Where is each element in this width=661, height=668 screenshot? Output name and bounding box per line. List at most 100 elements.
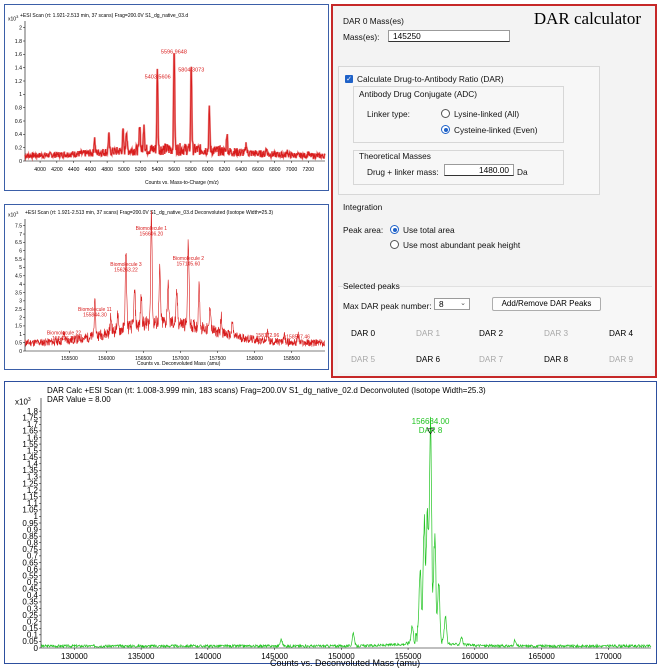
- dar-peak-3[interactable]: DAR 3: [544, 329, 569, 338]
- dar-peak-4[interactable]: DAR 4: [609, 329, 634, 338]
- y-tick-label: 0.1: [27, 631, 39, 640]
- peak-label: 5596.9648: [161, 50, 187, 56]
- y-tick-label: 1: [34, 512, 39, 521]
- y-tick-label: 0.55: [22, 571, 38, 580]
- peak-label-mass: 156606.20: [140, 231, 164, 237]
- dar-peak-9[interactable]: DAR 9: [609, 355, 634, 364]
- drug-mass-label: Drug + linker mass:: [367, 167, 439, 177]
- y-tick-label: 0.8: [27, 539, 39, 548]
- calc-dar-checkbox[interactable]: ✓: [345, 75, 353, 83]
- peak-label: Biomolecule 22: [47, 330, 81, 336]
- y-tick-label: 1.8: [27, 407, 39, 416]
- dar-peak-2[interactable]: DAR 2: [479, 329, 504, 338]
- x-tick-label: 6200: [219, 167, 231, 173]
- integration-group-title: Integration: [343, 202, 383, 212]
- y-tick-label: 0.4: [27, 591, 39, 600]
- mass-input[interactable]: 145250: [388, 30, 510, 42]
- x-tick-label: 155500: [61, 356, 78, 362]
- chart2-xlabel: Counts vs. Deconvoluted Mass (amu): [137, 361, 221, 367]
- linker-lysine-radio[interactable]: [441, 109, 450, 118]
- drug-mass-input[interactable]: 1480.00: [444, 164, 514, 176]
- x-tick-label: 160000: [461, 652, 488, 661]
- dar-peak-1[interactable]: DAR 1: [416, 329, 441, 338]
- chart1-xlabel: Counts vs. Mass-to-Charge (m/z): [145, 180, 219, 186]
- x-tick-label: 158000: [246, 356, 263, 362]
- x-tick-label: 140000: [194, 652, 221, 661]
- max-dar-value: 8: [439, 299, 444, 309]
- peak-label-mass: 155844.30: [83, 312, 107, 318]
- y-tick-label: 0.7: [27, 552, 39, 561]
- x-tick-label: 5800: [185, 167, 197, 173]
- max-dar-select[interactable]: 8 ⌄: [434, 298, 470, 310]
- x-tick-label: 7000: [286, 167, 298, 173]
- chart2-multiplier: x103: [8, 210, 19, 219]
- linker-cysteine-radio[interactable]: [441, 125, 450, 134]
- x-tick-label: 5600: [168, 167, 180, 173]
- x-tick-label: 156500: [135, 356, 152, 362]
- chevron-down-icon: ⌄: [460, 300, 466, 307]
- y-tick-label: 3.5: [15, 290, 22, 296]
- y-tick-label: 1.35: [22, 466, 38, 475]
- y-tick-label: 2: [19, 315, 22, 321]
- y-tick-label: 0: [19, 349, 22, 355]
- chart3-multiplier: x103: [15, 397, 31, 407]
- y-tick-label: 1.45: [22, 453, 38, 462]
- peak-label: 158587.46: [286, 335, 310, 341]
- y-tick-label: 0.5: [15, 340, 22, 346]
- peak-label-mass: DAR 8: [419, 426, 443, 435]
- peak-abundant-radio[interactable]: [390, 240, 399, 249]
- dar-peak-5[interactable]: DAR 5: [351, 355, 376, 364]
- y-tick-label: 1.15: [22, 492, 38, 501]
- x-tick-label: 157500: [209, 356, 226, 362]
- add-remove-dar-peaks-button[interactable]: Add/Remove DAR Peaks: [492, 297, 601, 311]
- drug-mass-unit: Da: [517, 167, 528, 177]
- x-tick-label: 4600: [85, 167, 97, 173]
- chart3-plot: 130000 135000 140000 145000 150000 155000 1600…: [22, 398, 652, 661]
- x-tick-label: 145000: [261, 652, 288, 661]
- dar-peak-8[interactable]: DAR 8: [544, 355, 569, 364]
- linker-lysine-label: Lysine-linked (All): [454, 109, 520, 119]
- peak-label: 5804.3073: [178, 68, 204, 74]
- x-tick-label: 7200: [302, 167, 314, 173]
- spectrum-trace: [24, 210, 326, 348]
- calc-dar-label: Calculate Drug-to-Antibody Ratio (DAR): [357, 74, 504, 84]
- peak-label-mass: 156263.22: [114, 267, 138, 273]
- y-tick-label: 4.5: [15, 274, 22, 280]
- peak-label-mass: 157105.60: [177, 261, 201, 267]
- y-tick-label: 1.2: [27, 486, 39, 495]
- y-tick-label: 7.5: [15, 223, 22, 229]
- y-tick-label: 6.5: [15, 240, 22, 246]
- x-tick-label: 6000: [202, 167, 214, 173]
- y-tick-label: 1.05: [22, 506, 38, 515]
- y-tick-label: 0.6: [15, 119, 22, 125]
- x-tick-label: 170000: [595, 652, 622, 661]
- chart2-plot: 155500 156000 156500 157000 157500 158000 1585…: [15, 210, 326, 362]
- linker-type-label: Linker type:: [367, 109, 410, 119]
- dar-peak-7[interactable]: DAR 7: [479, 355, 504, 364]
- adc-group-title: Antibody Drug Conjugate (ADC): [359, 89, 478, 99]
- y-tick-label: 1.4: [15, 65, 22, 71]
- peak-label: Biomolecule 2: [173, 256, 205, 262]
- x-tick-label: 156000: [98, 356, 115, 362]
- peak-label-mass: 155426.30: [52, 336, 76, 342]
- y-tick-label: 0: [19, 159, 22, 165]
- y-tick-label: 0.65: [22, 558, 38, 567]
- x-tick-label: 4800: [101, 167, 113, 173]
- dar-calc-spectrum-chart: DAR Calc +ESI Scan (rt: 1.008-3.999 min,…: [4, 381, 657, 668]
- y-tick-label: 1.65: [22, 427, 38, 436]
- y-tick-label: 1: [19, 332, 22, 338]
- x-tick-label: 135000: [128, 652, 155, 661]
- x-tick-label: 130000: [61, 652, 88, 661]
- peak-total-radio[interactable]: [390, 225, 399, 234]
- dar-peak-6[interactable]: DAR 6: [416, 355, 441, 364]
- spectrum-trace-band: [24, 52, 326, 162]
- y-tick-label: 6: [19, 248, 22, 254]
- y-tick-label: 2.5: [15, 307, 22, 313]
- dar-peak-0[interactable]: DAR 0: [351, 329, 376, 338]
- x-tick-label: 6400: [235, 167, 247, 173]
- x-tick-label: 4000: [34, 167, 46, 173]
- y-tick-label: 0.85: [22, 532, 38, 541]
- peak-label: Biomolecule 1: [136, 226, 168, 232]
- peak-label: Biomolecule 3: [110, 262, 142, 268]
- y-tick-label: 4: [19, 282, 22, 288]
